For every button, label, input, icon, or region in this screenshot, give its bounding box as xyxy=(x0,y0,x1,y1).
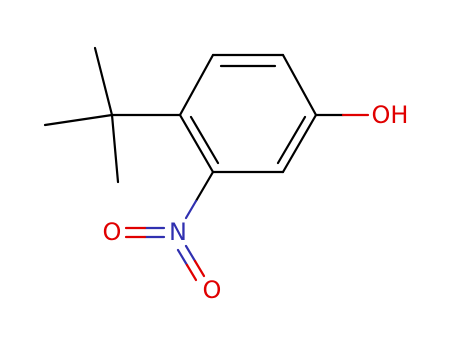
atom-label: O xyxy=(103,218,122,246)
atom-label: OH xyxy=(372,101,409,129)
nitro-bonds xyxy=(124,170,215,282)
atom-label: N xyxy=(169,218,187,246)
tert-butyl xyxy=(43,46,182,184)
atom-label: O xyxy=(203,276,222,304)
ring-bonds xyxy=(178,53,318,174)
